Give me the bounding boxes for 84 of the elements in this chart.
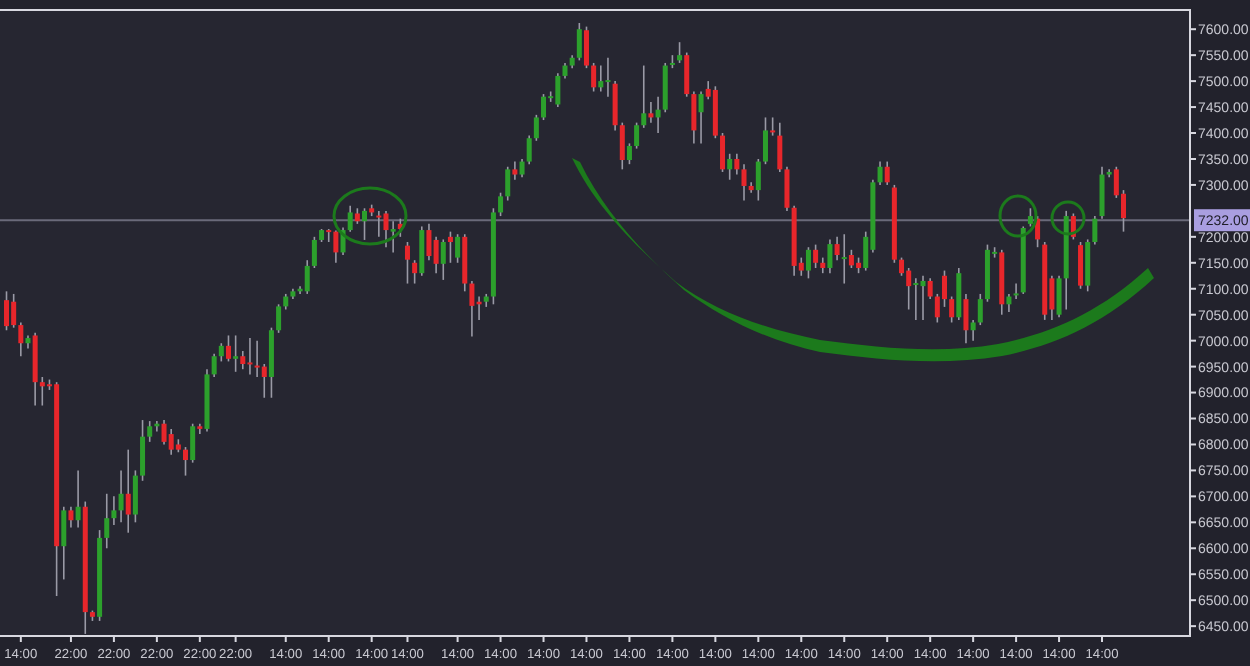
candlestick [805,246,811,280]
candlestick [276,303,282,334]
candlestick [240,350,246,370]
candlestick [118,469,124,524]
candlestick [247,337,253,376]
candlestick [841,233,847,285]
candlestick [626,142,632,165]
candlestick [720,132,726,173]
candlestick [433,236,439,274]
candlestick [913,277,919,321]
candlestick [591,62,597,93]
candlestick [404,241,410,285]
candlestick [598,64,604,93]
candlestick [268,326,274,399]
candlestick [583,25,589,69]
candlestick [333,229,339,264]
candlestick [455,233,461,264]
candlestick [183,446,189,477]
candlestick [168,428,174,456]
candlestick [311,236,317,269]
candlestick [75,469,81,529]
candlestick [1099,165,1105,220]
candlestick [576,22,582,62]
candlestick [648,101,654,124]
candlestick [376,210,382,238]
candlestick [512,160,518,181]
candlestick [1078,241,1084,290]
candlestick [104,492,110,550]
candlestick [605,56,611,98]
candlestick [712,85,718,140]
candlestick [827,238,833,274]
candlestick [498,191,504,217]
candlestick [412,259,418,285]
candlestick [218,342,224,363]
candlestick [641,64,647,129]
candlestick [727,152,733,181]
candlestick [419,225,425,277]
candlestick [233,334,239,373]
candlestick [533,114,539,142]
candlestick [261,363,267,399]
candlestick [32,332,38,407]
candlestick [225,334,231,363]
candlestick [426,223,432,261]
candlestick [390,220,396,254]
candlestick [4,290,10,332]
candlestick [11,293,17,329]
candlestick [920,274,926,321]
candlestick [147,420,153,443]
candlestick [677,41,683,64]
candlestick [304,259,310,295]
candlestick [140,419,146,482]
candlestick [949,295,955,324]
candlestick [190,422,196,464]
candlestick [813,243,819,269]
candlestick [906,267,912,311]
candlestick [1085,238,1091,293]
candlestick [447,230,453,264]
candlestick [662,62,668,114]
candlestick [1092,215,1098,246]
candlestick [755,158,761,202]
candlestick [634,121,640,150]
candlestick [505,165,511,202]
candlestick [383,210,389,249]
candlestick [848,249,854,269]
candlestick [39,376,45,407]
candlestick [362,207,368,241]
candlestick [877,160,883,186]
candlestick [541,93,547,121]
candlestick [1006,293,1012,313]
candlestick [61,505,67,581]
candlestick [440,238,446,281]
candlestick [18,321,24,358]
candlestick [884,160,890,186]
candlestick [956,267,962,321]
candlestick [125,448,131,534]
candlestick [555,72,561,108]
candlestick [132,469,138,524]
candlestick [1027,207,1033,228]
candlestick [211,352,217,378]
candlestick [770,116,776,137]
candlestick [68,505,74,529]
candlestick [927,277,933,300]
candlestick [762,116,768,165]
candlestick [977,293,983,326]
